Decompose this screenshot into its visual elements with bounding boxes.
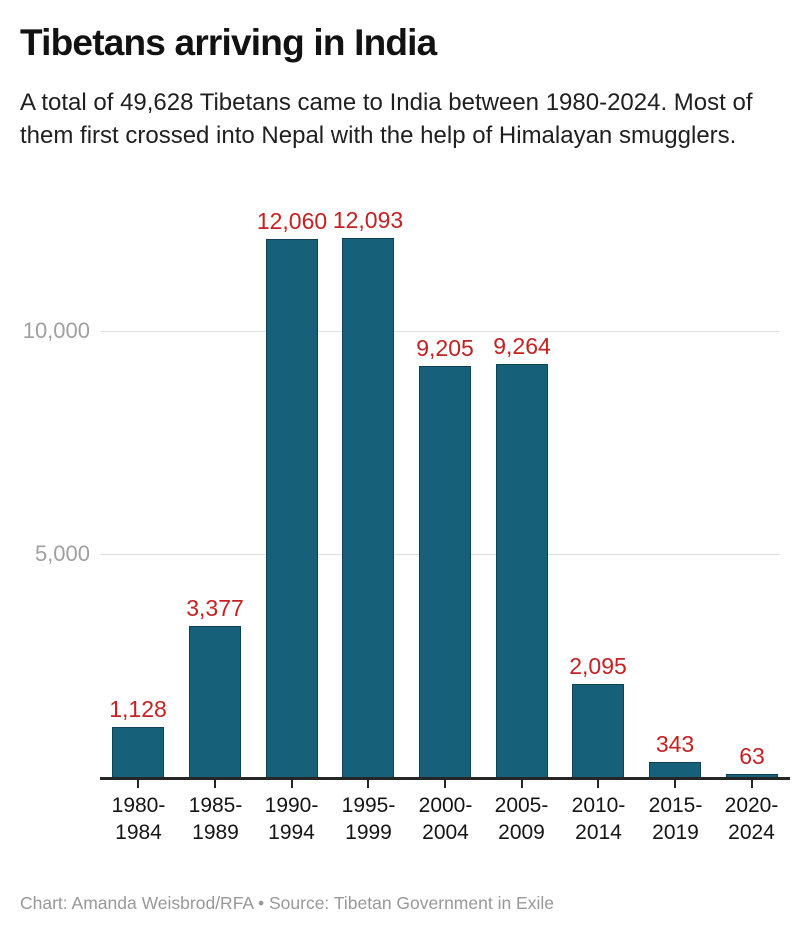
- category-label-line2: 1984: [115, 821, 162, 844]
- x-axis-tick: [751, 780, 753, 788]
- x-axis-category-label: 1980- 1984: [100, 792, 177, 846]
- x-axis-category-label: 1985- 1989: [177, 792, 254, 846]
- bar: [726, 774, 778, 777]
- bar: [572, 684, 624, 777]
- category-label-line2: 1989: [192, 821, 239, 844]
- category-label-line1: 1980-: [111, 794, 166, 817]
- bar-value-label: 9,264: [493, 333, 551, 359]
- bar: [342, 238, 394, 777]
- y-axis-tick-label: 10,000: [22, 318, 90, 343]
- chart-subtitle: A total of 49,628 Tibetans came to India…: [20, 89, 753, 149]
- category-label-line2: 2019: [652, 821, 699, 844]
- x-axis-category-label: 2010- 2014: [560, 792, 637, 846]
- bar-value-label: 2,095: [569, 653, 627, 679]
- category-label-line2: 2009: [498, 821, 545, 844]
- bar-value-label: 12,060: [256, 208, 328, 234]
- x-axis-category-label: 2000- 2004: [407, 792, 484, 846]
- x-axis-category-label: 2005- 2009: [483, 792, 560, 846]
- x-axis-tick: [291, 780, 293, 788]
- x-axis-tick: [674, 780, 676, 788]
- category-label-line1: 2010-: [571, 794, 626, 817]
- bar-value-label: 9,205: [416, 335, 474, 361]
- category-label-line2: 1999: [345, 821, 392, 844]
- x-axis-category-label: 1990- 1994: [253, 792, 330, 846]
- bar-value-label: 343: [655, 731, 695, 757]
- x-axis-line: [100, 777, 790, 780]
- bar: [112, 727, 164, 777]
- category-label-line1: 2005-: [494, 794, 549, 817]
- category-label-line1: 2000-: [418, 794, 473, 817]
- category-label-line1: 1990-: [264, 794, 319, 817]
- category-label-line1: 1995-: [341, 794, 396, 817]
- category-label-line2: 1994: [268, 821, 315, 844]
- x-axis-tick: [137, 780, 139, 788]
- bar: [266, 239, 318, 777]
- category-label-line2: 2004: [422, 821, 469, 844]
- bar: [496, 364, 548, 777]
- y-gridline: [100, 331, 780, 332]
- bar-value-label: 63: [739, 743, 765, 769]
- x-axis-tick: [367, 780, 369, 788]
- x-axis-tick: [444, 780, 446, 788]
- x-axis-tick: [597, 780, 599, 788]
- x-axis-tick: [521, 780, 523, 788]
- bar-value-label: 12,093: [332, 207, 404, 233]
- chart-title: Tibetans arriving in India: [20, 22, 437, 63]
- bar-value-label: 3,377: [186, 595, 244, 621]
- category-label-line1: 1985-: [188, 794, 243, 817]
- category-label-line2: 2024: [728, 821, 775, 844]
- bar: [419, 366, 471, 777]
- bar: [189, 626, 241, 777]
- x-axis-category-label: 2015- 2019: [637, 792, 714, 846]
- chart-credit: Chart: Amanda Weisbrod/RFA • Source: Tib…: [20, 893, 554, 913]
- x-axis-category-label: 2020- 2024: [713, 792, 790, 846]
- y-axis-tick-label: 5,000: [34, 541, 90, 566]
- category-label-line1: 2015-: [648, 794, 703, 817]
- x-axis-category-label: 1995- 1999: [330, 792, 407, 846]
- x-axis-tick: [214, 780, 216, 788]
- category-label-line2: 2014: [575, 821, 622, 844]
- category-label-line1: 2020-: [724, 794, 779, 817]
- bar-value-label: 1,128: [109, 696, 167, 722]
- bar: [649, 762, 701, 777]
